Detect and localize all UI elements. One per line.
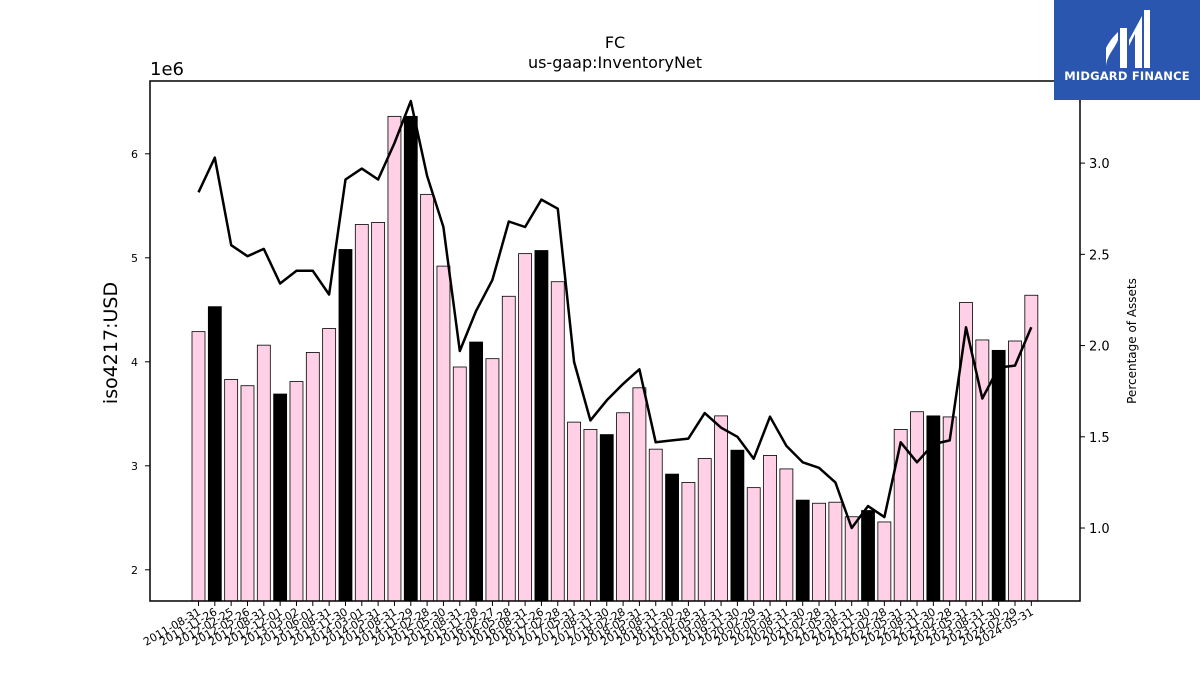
bar bbox=[844, 516, 859, 602]
midgard-finance-logo: MIDGARD FINANCE bbox=[1054, 0, 1200, 100]
bar bbox=[681, 482, 696, 602]
bar bbox=[828, 501, 843, 602]
y-axis-ticks: 2 3 4 5 6 bbox=[131, 148, 150, 577]
bar bbox=[240, 385, 255, 602]
bar bbox=[371, 222, 386, 602]
bar bbox=[746, 487, 761, 602]
bar bbox=[697, 458, 712, 602]
bar bbox=[861, 510, 875, 602]
bar bbox=[763, 454, 777, 602]
bar bbox=[991, 349, 1006, 602]
y2-tick-label: 1.5 bbox=[1089, 431, 1110, 446]
bar bbox=[616, 412, 630, 602]
bar bbox=[893, 428, 908, 602]
percentage-line-series bbox=[197, 99, 1033, 530]
bar bbox=[812, 502, 826, 602]
y-offset-label: 1e6 bbox=[150, 59, 184, 80]
bar bbox=[583, 428, 598, 602]
bar bbox=[795, 499, 810, 602]
bar bbox=[338, 249, 353, 602]
bar bbox=[1008, 340, 1022, 602]
bar bbox=[730, 449, 745, 602]
bar bbox=[191, 331, 206, 602]
bar bbox=[387, 115, 402, 602]
bar bbox=[354, 224, 369, 602]
y-tick-label: 6 bbox=[131, 148, 138, 161]
y-tick-label: 2 bbox=[131, 564, 138, 577]
bar bbox=[599, 434, 614, 602]
bar bbox=[256, 344, 271, 602]
bar bbox=[665, 473, 679, 602]
chart-subtitle: us-gaap:InventoryNet bbox=[528, 53, 702, 72]
bar bbox=[207, 306, 222, 602]
bar bbox=[714, 415, 728, 602]
y2-axis-ticks: 1.0 1.5 2.0 2.5 3.0 bbox=[1080, 157, 1110, 537]
bar bbox=[877, 521, 892, 602]
x-axis-ticks: 2011-08-312011-11-262012-02-252012-05-26… bbox=[141, 601, 1036, 649]
y-axis-label: iso4217:USD bbox=[100, 282, 122, 404]
y2-tick-label: 3.0 bbox=[1089, 157, 1110, 172]
bar bbox=[420, 193, 435, 602]
bar bbox=[224, 379, 239, 602]
bar bbox=[910, 411, 924, 602]
bar bbox=[518, 253, 532, 602]
chart-title: FC bbox=[605, 33, 625, 52]
bar bbox=[469, 341, 484, 602]
bar bbox=[942, 416, 957, 602]
logo-text: MIDGARD FINANCE bbox=[1064, 69, 1190, 83]
plot-frame bbox=[149, 80, 1081, 602]
bar bbox=[632, 387, 647, 602]
bar-series bbox=[191, 115, 1039, 602]
y-tick-label: 4 bbox=[131, 356, 138, 369]
bar bbox=[273, 393, 288, 602]
bar bbox=[289, 381, 304, 602]
bar bbox=[322, 328, 337, 602]
percentage-line bbox=[197, 99, 1033, 530]
bar bbox=[452, 366, 467, 602]
bar bbox=[648, 448, 663, 602]
bar bbox=[534, 250, 549, 602]
bar bbox=[305, 352, 320, 602]
bar bbox=[436, 265, 451, 602]
bar bbox=[501, 295, 516, 602]
y2-axis-label: Percentage of Assets bbox=[1125, 278, 1139, 404]
bar bbox=[779, 468, 794, 602]
y-tick-label: 3 bbox=[131, 460, 138, 473]
bar bbox=[403, 115, 418, 602]
y-tick-label: 5 bbox=[131, 252, 138, 265]
bar bbox=[485, 358, 500, 602]
bar bbox=[567, 421, 581, 602]
y2-tick-label: 2.0 bbox=[1089, 340, 1110, 355]
logo-mark-icon bbox=[1106, 10, 1150, 68]
y2-tick-label: 2.5 bbox=[1089, 248, 1110, 263]
y2-tick-label: 1.0 bbox=[1089, 522, 1110, 537]
bar bbox=[550, 281, 565, 602]
